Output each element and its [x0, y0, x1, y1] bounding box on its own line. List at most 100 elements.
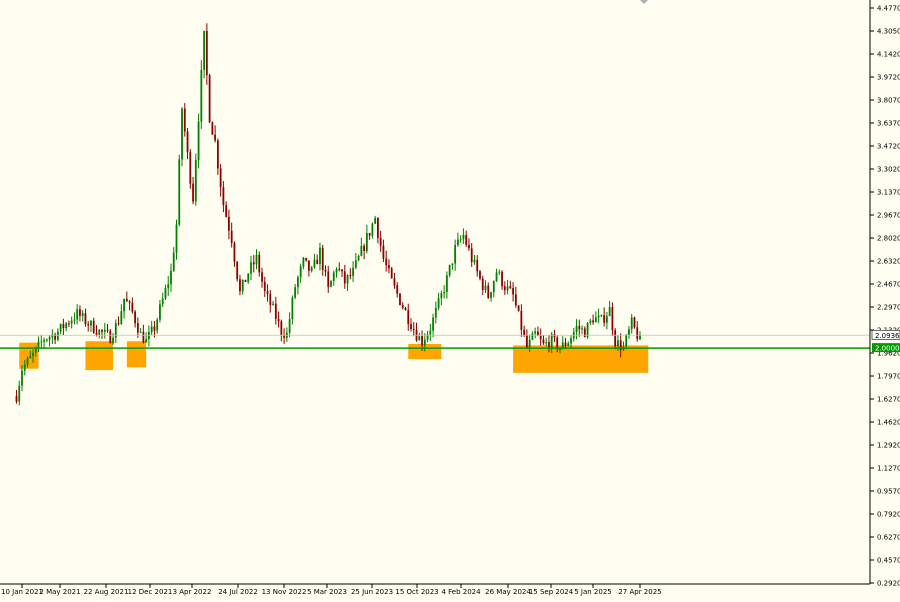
candle: [377, 217, 379, 244]
candle: [346, 274, 349, 292]
y-tick-label: 3.4720: [877, 143, 900, 151]
candle: [114, 319, 117, 343]
candle: [487, 282, 490, 299]
candle: [194, 153, 197, 206]
candle: [319, 242, 321, 271]
y-tick-label: 4.4770: [877, 5, 900, 13]
candle: [412, 322, 415, 337]
support-zone-2[interactable]: [85, 341, 114, 371]
candle: [509, 280, 512, 289]
x-tick-label: 12 Dec 2021: [128, 588, 173, 596]
candle: [479, 269, 481, 281]
support-zone-3[interactable]: [126, 341, 147, 368]
candle: [473, 255, 476, 265]
candle: [62, 318, 65, 336]
candle: [296, 275, 299, 295]
candle: [200, 60, 203, 129]
candle: [316, 254, 319, 265]
x-tick-label: 24 Jul 2022: [218, 588, 258, 596]
y-tick-label: 0.4570: [877, 557, 900, 565]
y-tick-label: 4.1420: [877, 51, 900, 59]
candle: [192, 176, 194, 205]
y-tick-label: 3.8070: [877, 97, 900, 105]
chart-shift-marker-icon[interactable]: [640, 0, 648, 4]
candle: [388, 259, 390, 274]
y-tick-label: 3.1370: [877, 189, 900, 197]
candle: [556, 335, 559, 353]
candle: [553, 329, 556, 343]
candle: [139, 328, 142, 333]
candle: [445, 271, 448, 299]
candle: [567, 341, 570, 347]
candle: [241, 279, 244, 295]
candle: [255, 249, 258, 270]
candle: [503, 281, 506, 295]
candle: [247, 272, 250, 284]
candle: [252, 255, 255, 273]
candle: [327, 265, 330, 293]
x-tick-label: 13 Nov 2022: [262, 588, 307, 596]
candle: [266, 284, 269, 302]
candle: [291, 295, 294, 325]
candle: [277, 311, 280, 328]
candle: [559, 348, 561, 354]
y-tick-label: 3.6370: [877, 120, 900, 128]
candle: [517, 305, 520, 312]
candle: [343, 264, 346, 289]
candle: [354, 253, 357, 270]
candle: [76, 304, 79, 325]
current-price-label: 2.0936: [875, 332, 900, 340]
candle: [537, 326, 539, 337]
candle: [65, 321, 68, 332]
candle: [203, 30, 205, 79]
candle: [374, 215, 377, 225]
candle: [172, 247, 175, 273]
candle: [501, 270, 503, 290]
candle: [92, 317, 95, 334]
candle: [302, 256, 305, 270]
candle: [578, 319, 581, 337]
candle: [396, 282, 399, 298]
candle: [161, 292, 164, 308]
support-zone-5[interactable]: [513, 345, 649, 373]
candle: [561, 336, 564, 350]
candle: [603, 307, 606, 327]
candle: [470, 243, 473, 267]
candle: [170, 263, 172, 292]
candle: [21, 365, 23, 392]
candle: [594, 311, 597, 323]
x-tick-label: 10 Jan 2021: [1, 588, 43, 596]
x-tick-label: 3 Apr 2022: [173, 588, 212, 596]
y-tick-label: 1.6270: [877, 396, 900, 404]
y-tick-label: 0.7920: [877, 511, 900, 519]
y-tick-label: 1.1270: [877, 465, 900, 473]
candle: [230, 222, 233, 248]
candle: [131, 297, 134, 314]
candle: [145, 332, 148, 343]
candle: [134, 309, 137, 328]
candle: [81, 310, 84, 322]
candle: [349, 268, 352, 280]
candle: [352, 261, 354, 282]
y-tick-label: 1.4620: [877, 419, 900, 427]
candle: [401, 302, 404, 310]
candle: [586, 322, 589, 339]
candle: [484, 280, 487, 294]
candle: [363, 243, 366, 260]
candle: [32, 349, 34, 363]
candle: [87, 321, 90, 332]
candle: [79, 305, 81, 322]
support-zone-1[interactable]: [19, 342, 39, 369]
candle: [84, 308, 87, 327]
candle: [382, 239, 385, 263]
candle: [45, 338, 48, 343]
x-tick-label: 15 Oct 2023: [395, 588, 438, 596]
candle: [581, 325, 583, 335]
y-tick-label: 0.6270: [877, 534, 900, 542]
candle: [109, 328, 112, 344]
candle: [440, 290, 443, 306]
candle: [40, 334, 43, 349]
